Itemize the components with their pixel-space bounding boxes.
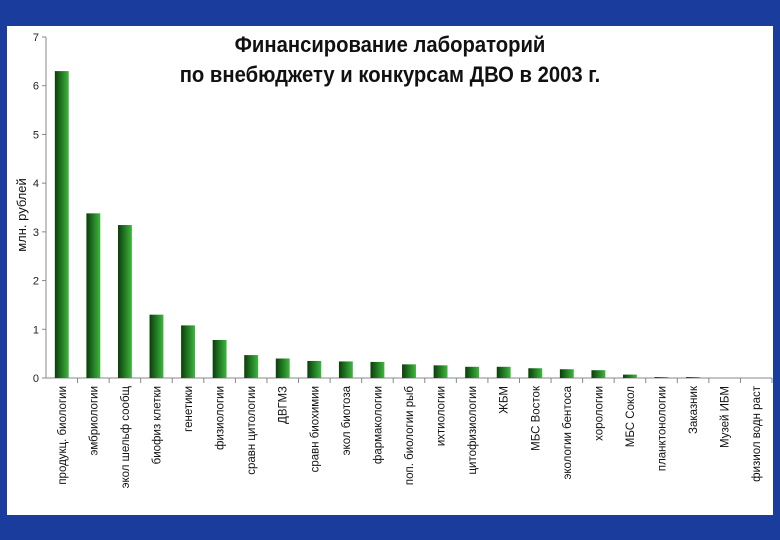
bar [212, 340, 227, 378]
axis-layer: 0 1 2 3 4 5 6 7 [33, 32, 773, 385]
bar [623, 374, 637, 378]
bar [402, 364, 416, 378]
bar [433, 365, 448, 378]
category-label: продукц. биологии [57, 386, 69, 485]
y-tick-label: 3 [33, 227, 39, 239]
category-label: МБС Восток [530, 385, 542, 451]
category-label: эмбриологии [88, 386, 100, 455]
bar [370, 361, 385, 378]
category-label: Заказник [688, 385, 700, 434]
category-label: физиологии [215, 386, 227, 450]
bar [465, 366, 480, 378]
category-label-layer: продукц. биологии эмбриологии экол шельф с… [57, 385, 763, 488]
bar [244, 355, 259, 378]
bar [496, 366, 511, 378]
bar [559, 369, 574, 378]
category-label: ДВГМЗ [278, 386, 290, 424]
category-label: фармакологии [372, 386, 384, 464]
bar [307, 360, 322, 378]
category-label: Музей ИБМ [720, 386, 732, 448]
bar [591, 370, 606, 378]
y-tick-label: 7 [33, 32, 39, 44]
category-label: планктонологии [657, 386, 669, 471]
chart-title-line-2: по внебюджету и конкурсам ДВО в 2003 г. [179, 62, 601, 87]
category-label: экол биотоза [341, 385, 353, 455]
y-tick-label: 1 [33, 324, 39, 336]
bar-layer [54, 71, 701, 378]
y-tick-label: 5 [33, 129, 39, 141]
bar [54, 71, 69, 378]
category-label: МБС Сокол [625, 386, 637, 447]
category-label: биофиз клетки [151, 386, 163, 464]
chart-title: Финансирование лабораторий по внебюджету… [0, 30, 780, 90]
bar [528, 368, 543, 378]
y-tick-label: 4 [33, 178, 39, 190]
category-label: экологии бентоса [562, 385, 574, 479]
bar [86, 213, 101, 378]
bar [654, 377, 669, 378]
category-label: сравн цитологии [246, 386, 258, 475]
category-label: физиол водн раст [751, 385, 763, 482]
bar [181, 325, 195, 378]
y-tick-label: 0 [33, 373, 39, 385]
bar [149, 314, 164, 378]
category-label: цитофизиологии [467, 386, 479, 475]
chart-panel [7, 26, 773, 515]
category-label: генетики [183, 386, 195, 432]
bar [686, 377, 701, 378]
category-label: ЖБМ [499, 386, 511, 414]
category-label: хорологии [593, 386, 605, 441]
category-label: экол шельф сообщ [120, 385, 132, 488]
bar [338, 361, 353, 378]
category-label: поп. биологии рыб [404, 386, 416, 486]
bar [117, 225, 132, 378]
y-tick-label: 6 [33, 81, 39, 93]
category-label: сравн биохимии [309, 386, 321, 472]
category-label: ихтиологии [436, 386, 448, 446]
y-tick-label: 2 [33, 276, 39, 288]
chart-title-line-1: Финансирование лабораторий [234, 32, 546, 57]
bar [275, 358, 290, 378]
y-axis-label: млн. рублей [14, 178, 29, 252]
